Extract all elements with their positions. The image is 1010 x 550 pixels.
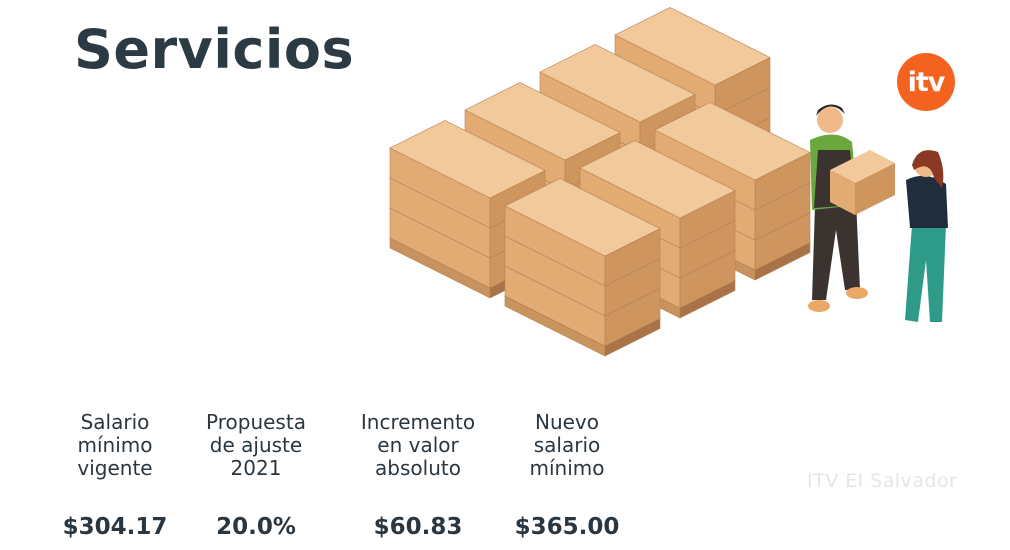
stat-adjustment-proposal: Propuesta de ajuste 2021 20.0% [171,410,341,541]
stat-current-minimum-wage: Salario mínimo vigente $304.17 [30,410,200,541]
carried-box [830,150,895,215]
stat-value: 20.0% [216,514,296,540]
page-title: Servicios [74,18,355,81]
stat-label: Salario mínimo vigente [77,410,153,480]
pallet-stacks [389,7,811,357]
stat-absolute-increase: Incremento en valor absoluto $60.83 [333,410,503,541]
stat-label: Incremento en valor absoluto [360,410,476,480]
box-top [389,120,546,199]
stat-label: Nuevo salario mínimo [529,410,605,480]
itv-logo: itv [897,53,955,111]
box-top [654,102,811,181]
stat-value: $60.83 [373,514,463,540]
watermark: ITV El Salvador [807,470,958,492]
customer-woman [905,150,948,322]
box-top [579,140,736,219]
stat-value: $365.00 [514,514,620,540]
box-top [614,7,771,86]
stat-label: Propuesta de ajuste 2021 [206,410,306,480]
stat-new-minimum-wage: Nuevo salario mínimo $365.00 [482,410,652,541]
box-top [539,44,696,123]
box-top [464,82,621,161]
stat-value: $304.17 [62,514,168,540]
logo-text: itv [907,66,946,98]
box-top [504,178,661,257]
